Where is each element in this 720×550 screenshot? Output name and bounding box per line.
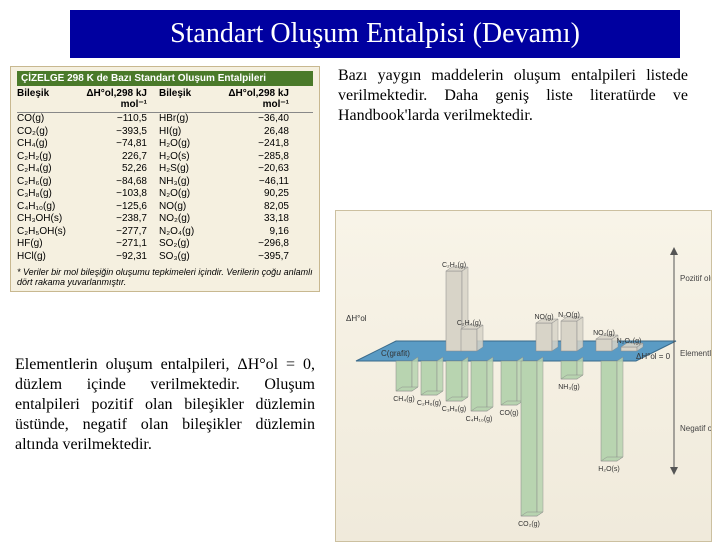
table-row: C₂H₆(g)−84,68NH₃(g)−46,11 — [17, 176, 313, 189]
side-label-mid: Elementlerin entalpileri — [680, 349, 711, 358]
table-row: C₂H₄(g)52,26H₂S(g)−20,63 — [17, 163, 313, 176]
svg-text:C₂H₆(g): C₂H₆(g) — [417, 400, 441, 407]
svg-text:N₂O₄(g): N₂O₄(g) — [617, 338, 642, 345]
table-row: CH₃OH(s)−238,7NO₂(g)33,18 — [17, 213, 313, 226]
table-footnote: * Veriler bir mol bileşiğin oluşumu tepk… — [17, 267, 313, 287]
svg-text:CH₄(g): CH₄(g) — [393, 396, 415, 403]
table-row: HF(g)−271,1SO₂(g)−296,8 — [17, 238, 313, 251]
col-header: Bileşik — [159, 88, 219, 110]
negative-bars-group: CH₄(g)C₂H₆(g)C₃H₈(g)C₄H₁₀(g) CO(g) NH₃(g) H… — [393, 357, 623, 528]
chart-svg: C(grafit) ΔH°ol = 0 Pozitif oluşum ental… — [336, 211, 711, 541]
positive-bars-group: C₂H₂(g) NO(g) N₂O(g) NO₂(g)N₂O₄(g) C₂H₄(g) — [442, 262, 643, 351]
svg-text:CO(g): CO(g) — [499, 410, 518, 417]
zero-plane-label: ΔH°ol = 0 — [636, 352, 671, 361]
svg-text:CO₂(g): CO₂(g) — [518, 521, 540, 528]
axis-arrow-down — [670, 467, 678, 475]
svg-text:NO₂(g): NO₂(g) — [593, 330, 615, 337]
enthalpy-table: ÇİZELGE 298 K de Bazı Standart Oluşum En… — [10, 66, 320, 292]
table-row: C₃H₈(g)−103,8N₂O(g)90,25 — [17, 188, 313, 201]
table-row: C₂H₂(g)226,7H₂O(s)−285,8 — [17, 151, 313, 164]
svg-text:H₂O(s): H₂O(s) — [598, 466, 619, 473]
table-row: CO₂(g)−393,5HI(g)26,48 — [17, 126, 313, 139]
col-header: ΔH°ol,298 kJ mol⁻¹ — [219, 88, 289, 110]
enthalpy-3d-chart: C(grafit) ΔH°ol = 0 Pozitif oluşum ental… — [335, 210, 712, 542]
cgraphite-label: C(grafit) — [381, 349, 410, 358]
table-row: CH₄(g)−74,81H₂O(g)−241,8 — [17, 138, 313, 151]
paragraph-bottom: Elementlerin oluşum entalpileri, ΔH°ol =… — [15, 355, 315, 455]
svg-text:C₂H₄(g): C₂H₄(g) — [457, 320, 481, 327]
svg-text:C₂H₂(g): C₂H₂(g) — [442, 262, 466, 269]
col-header: ΔH°ol,298 kJ mol⁻¹ — [77, 88, 159, 110]
svg-text:C₃H₈(g): C₃H₈(g) — [442, 406, 466, 413]
table-body: CO(g)−110,5HBr(g)−36,40CO₂(g)−393,5HI(g)… — [17, 113, 313, 263]
page-title: Standart Oluşum Entalpisi (Devamı) — [70, 10, 680, 58]
svg-text:NO(g): NO(g) — [534, 314, 553, 321]
axis-arrow-up — [670, 247, 678, 255]
axis-y-label: ΔH°ol — [346, 314, 367, 323]
table-row: HCl(g)−92,31SO₃(g)−395,7 — [17, 251, 313, 264]
col-header: Bileşik — [17, 88, 77, 110]
side-label-pos: Pozitif oluşum entalpileri — [680, 274, 711, 283]
table-header-bar: ÇİZELGE 298 K de Bazı Standart Oluşum En… — [17, 71, 313, 86]
svg-text:C₄H₁₀(g): C₄H₁₀(g) — [466, 416, 493, 423]
svg-text:N₂O(g): N₂O(g) — [558, 312, 580, 319]
side-label-neg: Negatif oluşum entalpileri — [680, 424, 711, 433]
table-row: CO(g)−110,5HBr(g)−36,40 — [17, 113, 313, 126]
table-column-headers: Bileşik ΔH°ol,298 kJ mol⁻¹ Bileşik ΔH°ol… — [17, 86, 313, 113]
table-row: C₂H₅OH(s)−277,7N₂O₄(g)9,16 — [17, 226, 313, 239]
table-row: C₄H₁₀(g)−125,6NO(g)82,05 — [17, 201, 313, 214]
svg-text:NH₃(g): NH₃(g) — [558, 384, 580, 391]
